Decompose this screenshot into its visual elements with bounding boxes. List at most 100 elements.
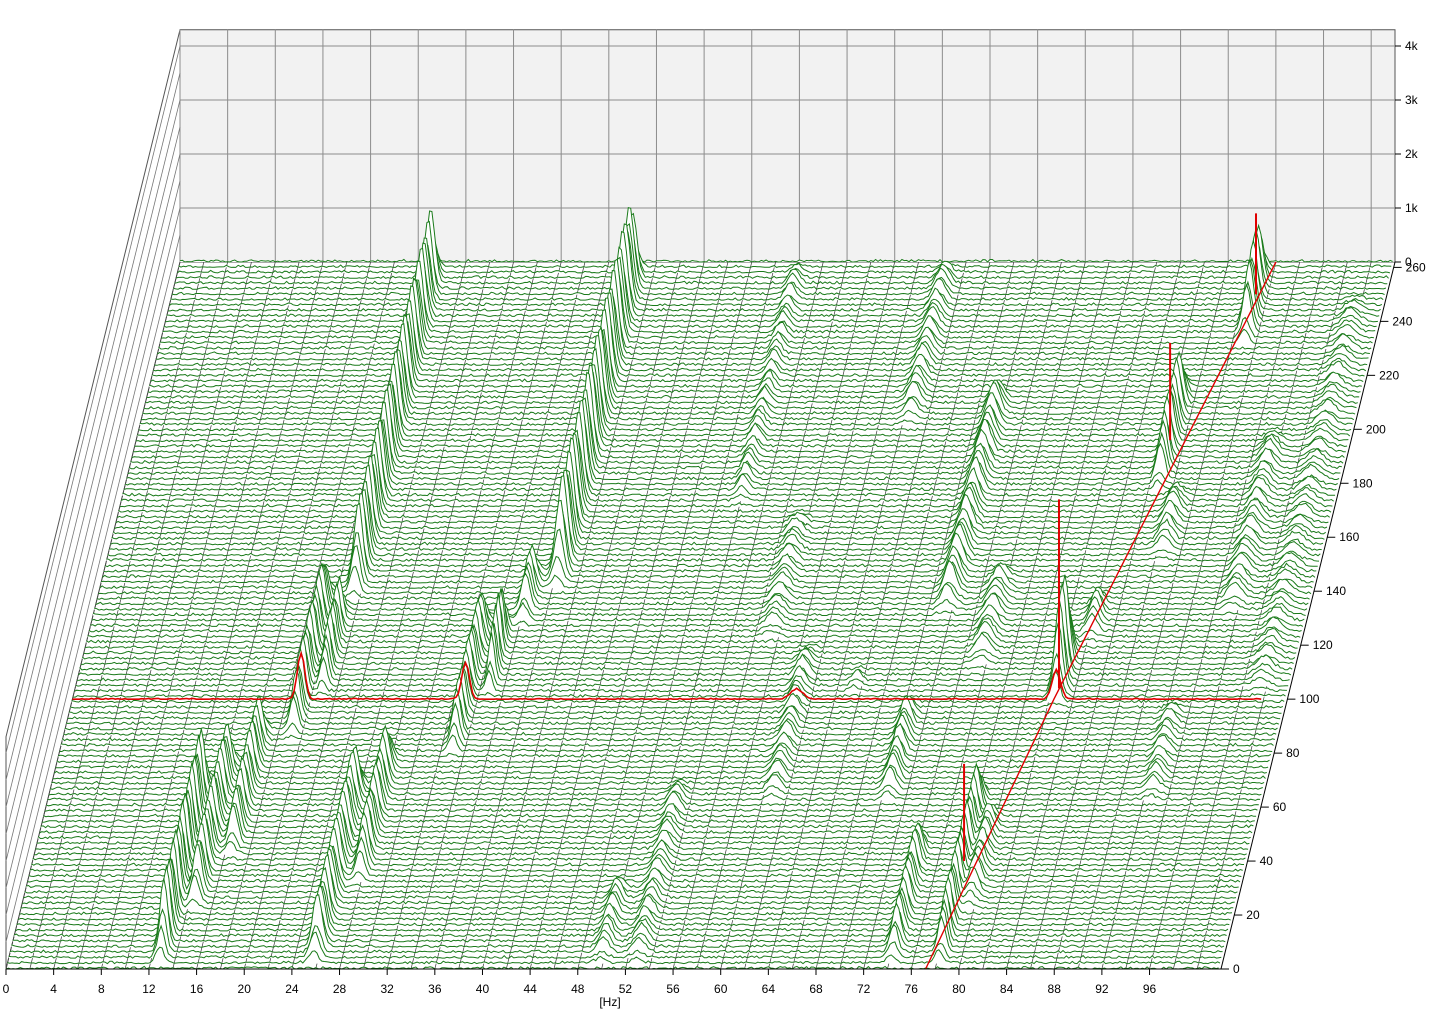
spectrum-trace bbox=[174, 210, 1388, 285]
side-wall bbox=[5, 29, 181, 970]
spectrum-trace bbox=[5, 965, 1219, 970]
x-tick-label: 0 bbox=[3, 982, 10, 996]
y-tick-label: 120 bbox=[1313, 638, 1333, 652]
spectrum-trace bbox=[31, 813, 1244, 867]
y-tick-label: 260 bbox=[1406, 260, 1426, 274]
spectrum-trace bbox=[44, 753, 1258, 812]
spectrum-trace bbox=[178, 246, 1392, 269]
spectrum-trace bbox=[130, 389, 1344, 464]
trace-fill bbox=[151, 313, 1367, 377]
spectrum-trace bbox=[71, 646, 1285, 704]
spectrum-trace bbox=[116, 453, 1330, 519]
x-tick-label: 96 bbox=[1143, 982, 1157, 996]
spectrum-trace bbox=[53, 723, 1267, 774]
trace-fill bbox=[83, 592, 1299, 654]
spectrum-trace bbox=[11, 878, 1225, 948]
y-tick-label: 80 bbox=[1286, 746, 1300, 760]
x-axis: 0 4 8 12 16 20 24 28 32 36 40 44 48 52 56 60 64 68 72 76 80 8… bbox=[3, 968, 1221, 996]
spectrum-trace bbox=[34, 796, 1247, 856]
spectrum-trace bbox=[165, 247, 1378, 323]
spectrum-trace bbox=[135, 371, 1349, 443]
spectrum-trace bbox=[27, 816, 1241, 883]
spectrum-trace bbox=[131, 371, 1345, 459]
spectrum-trace bbox=[120, 427, 1334, 502]
x-axis-label: [Hz] bbox=[599, 995, 620, 1009]
trace-fill bbox=[63, 689, 1279, 736]
z-tick-label: 2k bbox=[1405, 147, 1419, 161]
spectrum-trace bbox=[70, 664, 1284, 709]
spectrum-trace bbox=[114, 454, 1328, 530]
trace-fill bbox=[8, 925, 1224, 959]
x-tick-label: 64 bbox=[762, 982, 776, 996]
spectrum-trace bbox=[88, 583, 1302, 633]
spectrum-trace bbox=[68, 664, 1282, 715]
y-tick-label: 240 bbox=[1392, 314, 1412, 328]
spectrum-trace bbox=[58, 715, 1272, 758]
spectrum-trace bbox=[66, 674, 1279, 725]
spectrum-trace bbox=[12, 898, 1226, 943]
spectrum-trace bbox=[169, 223, 1383, 307]
spectrum-trace bbox=[91, 576, 1305, 622]
spectrum-trace bbox=[118, 432, 1332, 513]
spectrum-trace bbox=[112, 450, 1326, 535]
spectrum-trace bbox=[138, 347, 1352, 432]
y-tick-label: 180 bbox=[1353, 476, 1373, 490]
spectrum-trace bbox=[36, 776, 1250, 845]
x-tick-label: 84 bbox=[1000, 982, 1014, 996]
side-gridline bbox=[5, 153, 181, 862]
spectrum-trace bbox=[175, 212, 1389, 279]
y-tick-label: 100 bbox=[1299, 692, 1319, 706]
x-tick-label: 12 bbox=[142, 982, 156, 996]
y-tick-label: 140 bbox=[1326, 584, 1346, 598]
trace-fill bbox=[7, 947, 1223, 964]
spectrum-trace bbox=[9, 908, 1223, 954]
spectrum-trace bbox=[126, 413, 1340, 481]
spectrum-trace bbox=[37, 785, 1251, 840]
x-tick-label: 60 bbox=[714, 982, 728, 996]
spectrum-trace bbox=[8, 924, 1222, 959]
spectrum-trace bbox=[77, 583, 1292, 676]
x-tick-label: 80 bbox=[952, 982, 966, 996]
y-tick-label: 20 bbox=[1246, 908, 1260, 922]
spectrum-trace bbox=[7, 946, 1221, 965]
spectrum-trace bbox=[173, 206, 1387, 290]
spectrum-trace bbox=[127, 397, 1341, 475]
spectrum-trace bbox=[35, 789, 1249, 851]
spectrum-trace bbox=[145, 330, 1358, 405]
x-tick-label: 92 bbox=[1095, 982, 1109, 996]
spectrum-trace bbox=[20, 839, 1234, 910]
spectrum-trace bbox=[143, 326, 1357, 410]
trace-fill bbox=[56, 723, 1272, 763]
x-tick-label: 68 bbox=[809, 982, 823, 996]
spectrum-trace bbox=[50, 739, 1263, 791]
spectrum-trace bbox=[102, 502, 1316, 579]
spectrum-trace bbox=[56, 722, 1270, 763]
z-tick-label: 1k bbox=[1405, 201, 1419, 215]
spectrum-trace bbox=[59, 704, 1273, 753]
spectrum-trace bbox=[48, 728, 1262, 796]
z-tick-label: 3k bbox=[1405, 93, 1419, 107]
x-tick-label: 28 bbox=[333, 982, 347, 996]
trace-fill bbox=[60, 714, 1276, 746]
x-tick-label: 16 bbox=[190, 982, 204, 996]
spectrum-trace bbox=[94, 562, 1308, 611]
z-tick-label: 4k bbox=[1405, 39, 1419, 53]
spectrum-trace bbox=[158, 277, 1372, 350]
spectrum-trace bbox=[134, 364, 1348, 448]
spectrum-trace bbox=[153, 292, 1367, 372]
trace-fill bbox=[101, 532, 1316, 583]
spectrum-trace bbox=[149, 313, 1362, 388]
y-tick-label: 40 bbox=[1260, 854, 1274, 868]
spectrum-trace bbox=[74, 622, 1287, 693]
spectrum-trace bbox=[16, 859, 1230, 927]
spectrum-trace bbox=[52, 729, 1266, 780]
spectrum-trace bbox=[171, 220, 1385, 296]
spectrum-trace bbox=[51, 732, 1265, 785]
y-tick-label: 220 bbox=[1379, 368, 1399, 382]
spectrum-trace bbox=[133, 383, 1346, 454]
spectrum-trace bbox=[61, 695, 1275, 742]
wall-panel bbox=[179, 29, 1396, 263]
spectrum-trace bbox=[106, 475, 1320, 562]
y-tick-label: 200 bbox=[1366, 422, 1386, 436]
spectrum-trace bbox=[99, 545, 1313, 589]
